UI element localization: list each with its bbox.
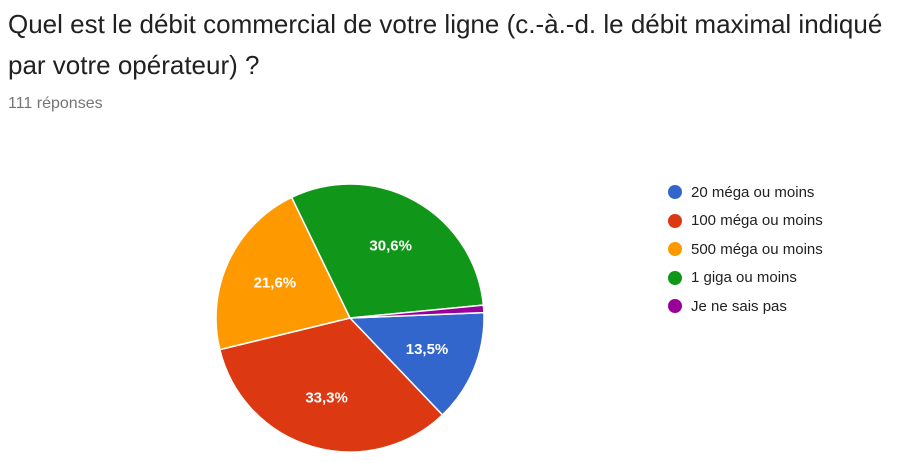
response-count: 111 réponses (8, 95, 103, 112)
slice-label-0: 13,5% (406, 341, 449, 358)
question-title: Quel est le débit commercial de votre li… (8, 9, 883, 80)
slice-label-2: 21,6% (254, 275, 297, 292)
legend-color-dot (668, 299, 682, 314)
legend-label: 20 méga ou moins (691, 183, 815, 201)
legend-label: Je ne sais pas (691, 297, 787, 315)
pie-labels: 13,5% 33,3% 21,6% 30,6% (254, 238, 449, 407)
legend-item: 1 giga ou moins (668, 264, 823, 293)
pie-slices (215, 183, 485, 453)
legend-item: 100 méga ou moins (668, 207, 823, 236)
legend-item: 20 méga ou moins (668, 178, 823, 207)
legend-color-dot (668, 213, 682, 228)
slice-label-1: 33,3% (305, 390, 348, 407)
legend-item: Je ne sais pas (668, 292, 823, 321)
legend-color-dot (668, 270, 682, 285)
legend-color-dot (668, 242, 682, 257)
legend: 20 méga ou moins 100 méga ou moins 500 még… (668, 178, 823, 321)
pie-slice-2 (215, 196, 352, 351)
slice-label-3: 30,6% (369, 238, 412, 255)
pie-slice-0 (348, 311, 485, 417)
pie-slice-3 (290, 183, 485, 319)
legend-item: 500 méga ou moins (668, 235, 823, 264)
legend-color-dot (668, 185, 682, 200)
legend-label: 100 méga ou moins (691, 212, 823, 230)
legend-label: 1 giga ou moins (691, 269, 797, 287)
pie-slice-1 (218, 317, 444, 453)
legend-label: 500 méga ou moins (691, 240, 823, 258)
pie-slice-4 (349, 304, 485, 319)
